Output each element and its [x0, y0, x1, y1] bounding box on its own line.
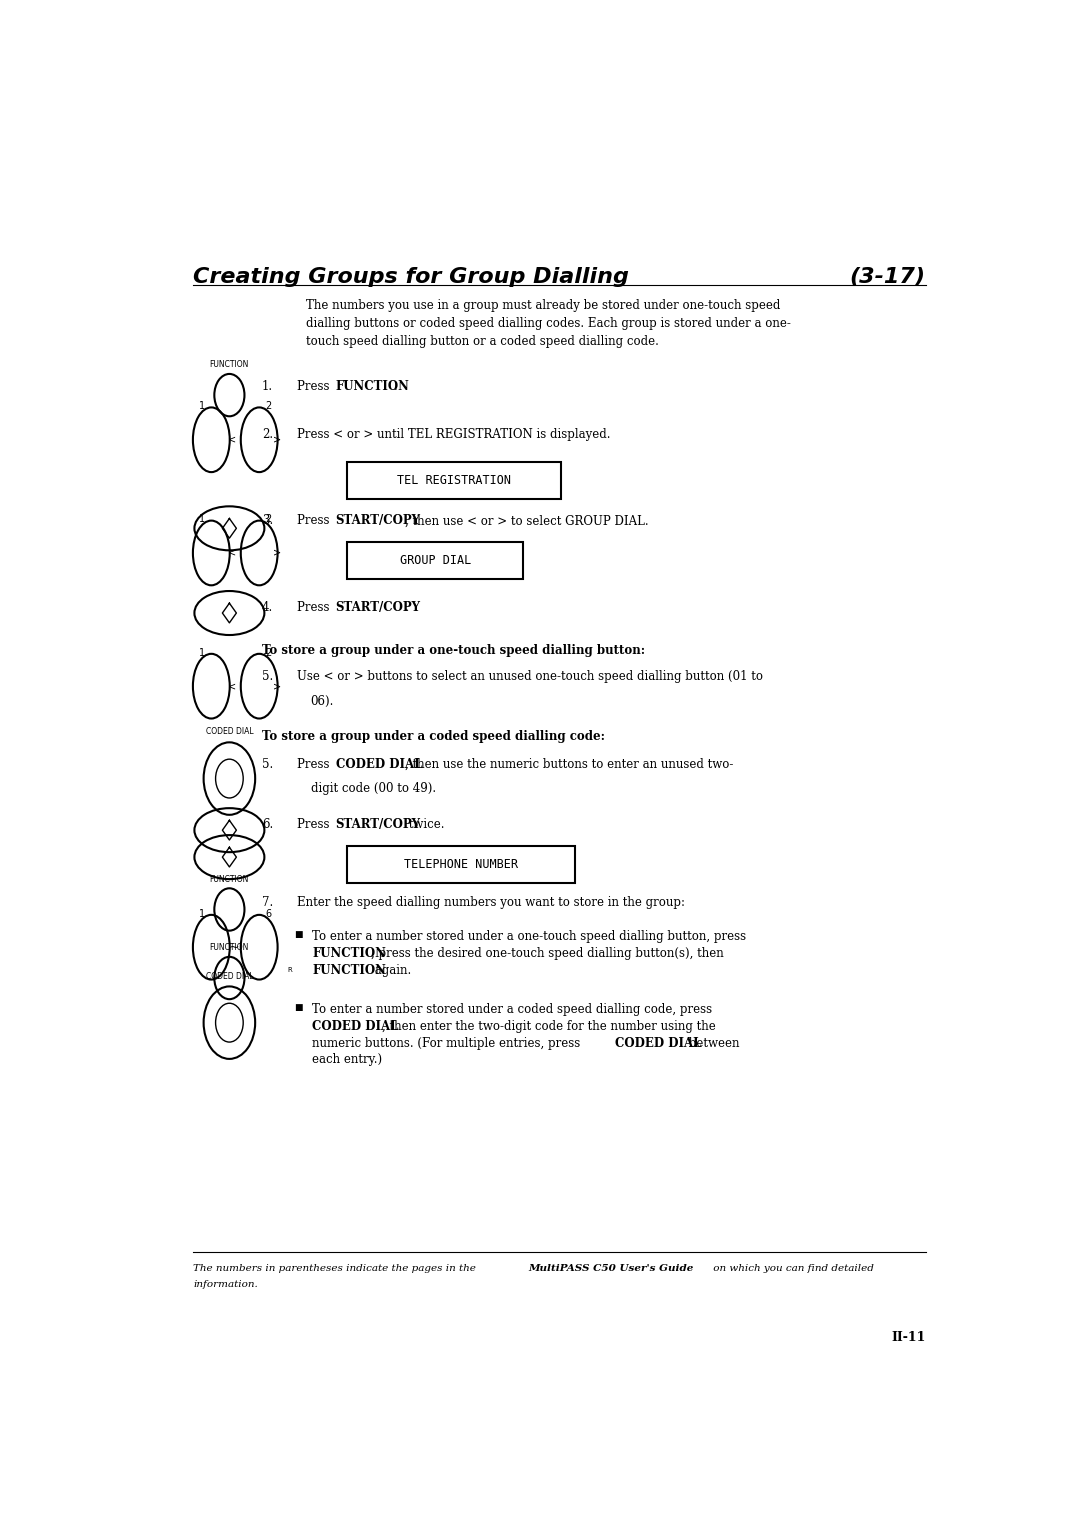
- Text: 5.: 5.: [262, 758, 273, 770]
- Text: FUNCTION: FUNCTION: [312, 964, 386, 976]
- Text: MultiPASS C50 User's Guide: MultiPASS C50 User's Guide: [528, 1265, 693, 1273]
- Text: START/COPY: START/COPY: [336, 515, 420, 527]
- Text: between: between: [685, 1036, 739, 1050]
- Text: CODED DIAL: CODED DIAL: [616, 1036, 702, 1050]
- Text: 3.: 3.: [262, 515, 273, 527]
- Text: 6.: 6.: [262, 817, 273, 831]
- Text: digit code (00 to 49).: digit code (00 to 49).: [311, 782, 435, 796]
- Text: CODED DIAL: CODED DIAL: [312, 1019, 399, 1033]
- Text: 2: 2: [266, 402, 271, 411]
- Text: 2.: 2.: [262, 428, 273, 442]
- Text: Press: Press: [297, 601, 334, 614]
- Text: FUNCTION: FUNCTION: [210, 874, 249, 883]
- Text: <: <: [229, 435, 237, 445]
- Text: >: >: [272, 549, 281, 558]
- Text: To enter a number stored under a coded speed dialling code, press: To enter a number stored under a coded s…: [312, 1002, 713, 1016]
- Text: Press: Press: [297, 758, 334, 770]
- Text: 1: 1: [199, 909, 205, 918]
- Text: numeric buttons. (For multiple entries, press: numeric buttons. (For multiple entries, …: [312, 1036, 584, 1050]
- Text: 2: 2: [266, 648, 271, 657]
- Text: START/COPY: START/COPY: [336, 817, 420, 831]
- Text: >: >: [272, 681, 281, 691]
- Text: , press the desired one-touch speed dialling button(s), then: , press the desired one-touch speed dial…: [370, 947, 724, 960]
- Text: 1: 1: [199, 402, 205, 411]
- Text: Press: Press: [297, 515, 334, 527]
- Text: ■: ■: [295, 1002, 303, 1012]
- Text: 06).: 06).: [311, 695, 334, 707]
- Text: To enter a number stored under a one-touch speed dialling button, press: To enter a number stored under a one-tou…: [312, 931, 746, 943]
- Text: again.: again.: [370, 964, 411, 976]
- Text: The numbers you use in a group must already be stored under one-touch speed
dial: The numbers you use in a group must alre…: [306, 299, 791, 348]
- Text: Press: Press: [297, 817, 334, 831]
- Text: 1: 1: [199, 648, 205, 657]
- Text: ~: ~: [228, 941, 239, 953]
- Text: TEL REGISTRATION: TEL REGISTRATION: [397, 474, 511, 487]
- Text: FUNCTION: FUNCTION: [210, 361, 249, 370]
- Text: 1: 1: [199, 515, 205, 524]
- Text: TELEPHONE NUMBER: TELEPHONE NUMBER: [404, 859, 518, 871]
- Text: .: .: [394, 380, 397, 394]
- Text: 4.: 4.: [262, 601, 273, 614]
- Text: >: >: [272, 435, 281, 445]
- Text: R: R: [287, 967, 292, 973]
- Text: GROUP DIAL: GROUP DIAL: [400, 555, 471, 567]
- Text: 1.: 1.: [262, 380, 273, 394]
- Text: 2: 2: [266, 515, 271, 524]
- Text: CODED DIAL: CODED DIAL: [336, 758, 422, 770]
- Text: To store a group under a one-touch speed dialling button:: To store a group under a one-touch speed…: [262, 643, 645, 657]
- Text: Creating Groups for Group Dialling: Creating Groups for Group Dialling: [193, 266, 629, 287]
- Text: FUNCTION: FUNCTION: [312, 947, 386, 960]
- Text: .: .: [405, 601, 409, 614]
- Text: Use < or > buttons to select an unused one-touch speed dialling button (01 to: Use < or > buttons to select an unused o…: [297, 669, 764, 683]
- Text: (3-17): (3-17): [850, 266, 926, 287]
- Text: CODED DIAL: CODED DIAL: [205, 972, 253, 981]
- Text: each entry.): each entry.): [312, 1053, 382, 1067]
- Text: twice.: twice.: [405, 817, 445, 831]
- Text: CODED DIAL: CODED DIAL: [205, 727, 253, 736]
- Text: , then use < or > to select GROUP DIAL.: , then use < or > to select GROUP DIAL.: [405, 515, 649, 527]
- Text: II-11: II-11: [891, 1331, 926, 1343]
- Text: Press < or > until TEL REGISTRATION is displayed.: Press < or > until TEL REGISTRATION is d…: [297, 428, 610, 442]
- Text: START/COPY: START/COPY: [336, 601, 420, 614]
- Text: on which you can find detailed: on which you can find detailed: [711, 1265, 875, 1273]
- Text: FUNCTION: FUNCTION: [336, 380, 409, 394]
- Text: <: <: [229, 681, 237, 691]
- Text: 7.: 7.: [262, 897, 273, 909]
- Text: FUNCTION: FUNCTION: [210, 943, 249, 952]
- Text: Enter the speed dialling numbers you want to store in the group:: Enter the speed dialling numbers you wan…: [297, 897, 685, 909]
- Text: The numbers in parentheses indicate the pages in the: The numbers in parentheses indicate the …: [193, 1265, 480, 1273]
- Text: , then use the numeric buttons to enter an unused two-: , then use the numeric buttons to enter …: [405, 758, 733, 770]
- Text: , then enter the two-digit code for the number using the: , then enter the two-digit code for the …: [381, 1019, 715, 1033]
- Text: 5.: 5.: [262, 669, 273, 683]
- Text: ■: ■: [295, 931, 303, 940]
- Text: 6: 6: [266, 909, 271, 918]
- Text: Press: Press: [297, 380, 334, 394]
- Text: <: <: [229, 549, 237, 558]
- Text: information.: information.: [193, 1280, 258, 1288]
- Text: To store a group under a coded speed dialling code:: To store a group under a coded speed dia…: [262, 730, 605, 743]
